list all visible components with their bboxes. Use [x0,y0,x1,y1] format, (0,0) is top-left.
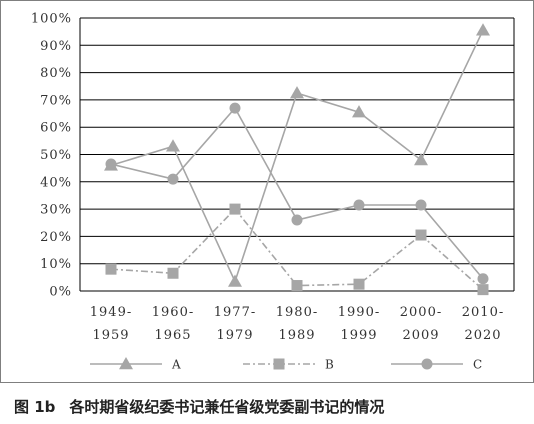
data-point-B [105,263,117,275]
legend-marker-A [119,357,133,370]
y-tick-label: 80% [40,66,72,81]
legend-label-C: C [473,358,482,372]
data-point-A [228,274,242,287]
data-point-B [353,278,365,290]
data-point-B [167,267,179,279]
data-point-A [476,23,490,36]
y-axis-tick-labels: 0% 10% 20% 30% 40% 50% 60% 70% 80% 90% 100% [31,12,72,300]
x-tick-label-start: 1949- [90,305,132,320]
y-tick-label: 0% [49,285,72,300]
data-point-B [477,284,489,296]
y-tick-label: 20% [40,230,72,245]
x-tick-label-start: 2000- [400,305,442,320]
data-point-C [105,158,117,170]
figure-caption-text: 各时期省级纪委书记兼任省级党委副书记的情况 [69,398,385,416]
legend: A B C [90,357,482,372]
legend-label-B: B [325,358,334,372]
x-tick-label-start: 1990- [338,305,380,320]
data-point-B [291,280,303,292]
x-tick-label-end: 1959 [92,328,129,343]
data-point-A [414,152,428,166]
line-chart: 0%10%20%30%40%50%60%70%80%90%100% 1949-1… [0,0,534,383]
x-tick-label-start: 1980- [276,305,318,320]
x-tick-label-end: 2009 [402,328,439,343]
data-point-B [415,229,427,241]
x-tick-label-end: 1979 [216,328,253,343]
x-tick-label-start: 2010- [462,305,504,320]
data-point-A [290,86,304,99]
y-tick-label: 90% [40,39,72,54]
x-tick-label-end: 1965 [154,328,191,343]
x-tick-label-end: 1999 [340,328,377,343]
y-tick-label: 60% [40,121,72,136]
chart-border [0,0,534,383]
data-point-C [477,273,489,285]
x-tick-label-end: 2020 [464,328,501,343]
data-point-C [415,199,427,211]
data-point-C [291,214,303,226]
data-point-A [352,105,366,118]
y-tick-label: 30% [40,203,72,218]
x-tick-label-end: 1989 [278,328,315,343]
figure-caption: 图 1b 各时期省级纪委书记兼任省级党委副书记的情况 [14,396,524,420]
x-tick-label-start: 1977- [214,305,256,320]
y-tick-label: 10% [40,257,72,272]
legend-marker-C [421,358,433,370]
legend-label-A: A [171,358,181,372]
y-tick-label: 50% [40,148,72,163]
legend-marker-B [273,358,285,370]
y-tick-label: 40% [40,175,72,190]
data-series [104,23,490,296]
x-tick-label-start: 1960- [152,305,194,320]
data-point-C [353,199,365,211]
figure-number: 图 1b [14,398,56,416]
gridlines [79,17,515,292]
data-point-A [166,139,180,152]
data-point-B [229,203,241,215]
y-tick-label: 100% [31,12,72,27]
data-point-C [167,173,179,185]
data-point-C [229,102,241,114]
x-axis-tick-labels: 1949- 1959 1960- 1965 1977- 1979 1980- 1989 1990… [90,305,504,343]
y-tick-label: 70% [40,93,72,108]
chart-frame: 0% 10% 20% 30% 40% 50% 60% 70% 80% 90% 100% 1949- 1… [0,0,534,383]
